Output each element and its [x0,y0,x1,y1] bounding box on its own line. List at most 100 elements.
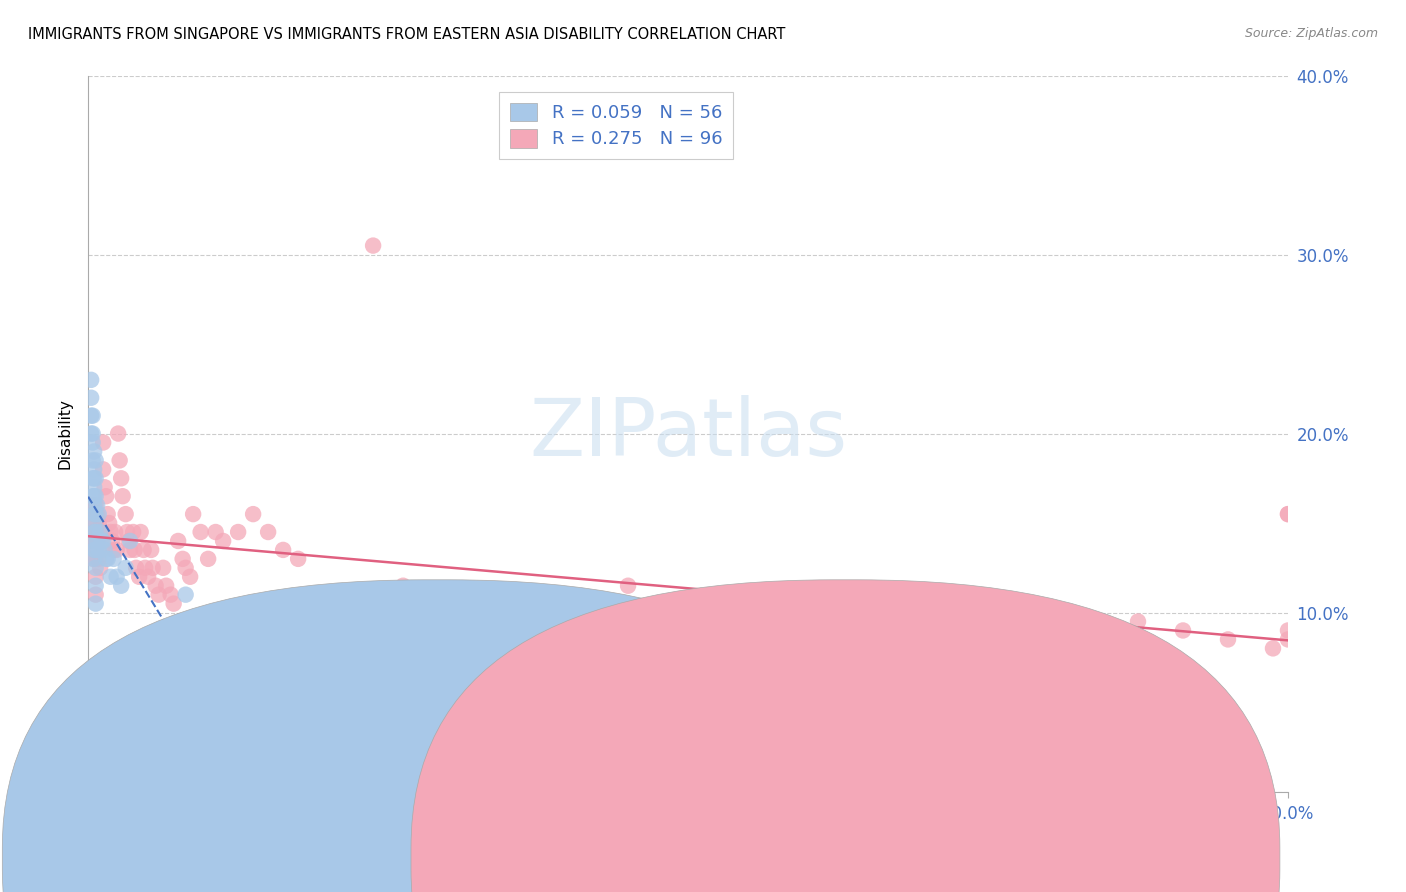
Point [159,686,181,700]
Point [91,435,114,450]
Point [145,579,167,593]
Point [110,471,132,485]
Point [83,462,105,476]
Point [197,552,219,566]
Text: IMMIGRANTS FROM SINGAPORE VS IMMIGRANTS FROM EASTERN ASIA DISABILITY CORRELATION: IMMIGRANTS FROM SINGAPORE VS IMMIGRANTS … [28,27,786,42]
Point [110,579,132,593]
Point [84,498,107,512]
Point [83,507,105,521]
Point [1171,624,1194,638]
Point [271,542,294,557]
Point [1067,632,1090,647]
Point [872,624,894,638]
Point [361,238,384,252]
Point [83,498,105,512]
Point [162,597,184,611]
Point [190,524,212,539]
Point [114,507,136,521]
Point [84,524,107,539]
Point [82,453,104,467]
Point [105,542,128,557]
Point [86,533,108,548]
Point [111,489,134,503]
Point [84,542,107,557]
Point [101,533,124,548]
Point [129,524,152,539]
Point [86,498,108,512]
Point [128,570,150,584]
Point [332,615,354,629]
Point [82,498,104,512]
Point [152,561,174,575]
Point [1022,641,1045,656]
Point [84,471,107,485]
Point [721,641,744,656]
Point [172,552,194,566]
Point [93,542,115,557]
Point [125,650,148,665]
Point [1277,632,1299,647]
Point [437,615,460,629]
Point [87,516,110,530]
Point [204,641,226,656]
Point [86,507,108,521]
Point [84,561,107,575]
Point [93,480,115,494]
Point [132,542,155,557]
Point [917,632,939,647]
Point [134,650,156,665]
Point [287,552,309,566]
Point [977,650,1000,665]
Legend: R = 0.059   N = 56, R = 0.275   N = 96: R = 0.059 N = 56, R = 0.275 N = 96 [499,92,733,160]
Point [155,579,177,593]
Point [108,453,131,467]
Point [84,597,107,611]
Point [94,552,117,566]
Point [527,615,550,629]
Point [83,524,105,539]
Point [302,624,325,638]
Point [84,570,107,584]
Point [83,524,105,539]
Point [82,552,104,566]
Point [204,524,226,539]
Point [139,542,162,557]
Point [219,668,242,682]
Point [90,542,112,557]
Point [134,561,156,575]
Point [139,677,162,691]
Point [190,624,212,638]
Point [105,570,128,584]
Point [97,552,120,566]
Point [83,507,105,521]
Point [87,542,110,557]
Point [91,462,114,476]
Point [174,561,197,575]
Point [86,533,108,548]
Point [82,409,104,423]
Point [84,552,107,566]
Point [98,516,121,530]
Point [84,516,107,530]
Point [100,570,122,584]
Point [103,552,125,566]
Point [84,507,107,521]
Point [115,524,138,539]
Point [149,659,172,673]
Point [89,524,111,539]
Point [94,489,117,503]
Y-axis label: Disability: Disability [58,398,72,469]
Point [103,542,125,557]
Point [80,409,103,423]
Point [167,533,190,548]
Point [114,561,136,575]
Point [482,632,505,647]
Point [83,516,105,530]
Point [97,507,120,521]
Point [84,579,107,593]
Point [257,524,280,539]
Point [1277,507,1299,521]
Point [100,524,122,539]
Point [87,552,110,566]
Point [617,579,640,593]
